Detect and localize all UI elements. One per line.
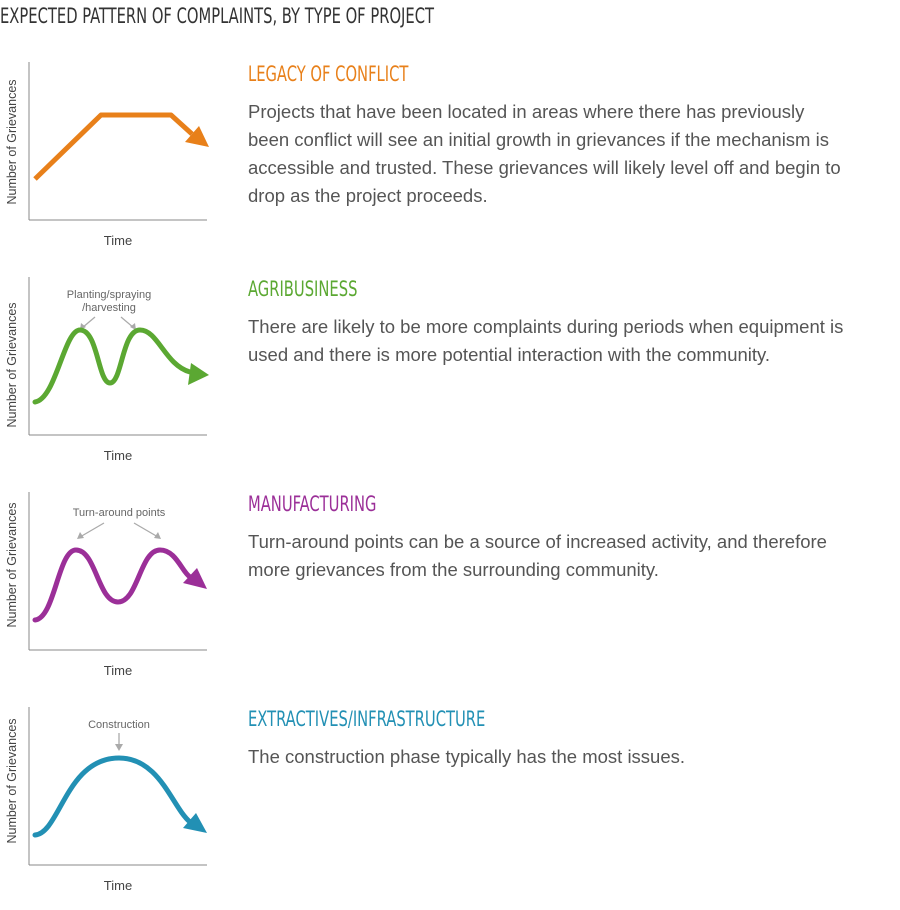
trend-arrowhead [183,813,207,833]
section-description: There are likely to be more complaints d… [248,316,844,365]
y-axis-label: Number of Grievances [5,718,19,843]
section-heading: EXTRACTIVES/INFRASTRUCTURE [248,707,486,731]
annotation-harvesting: /harvesting [82,302,136,314]
extractives-pattern-chart: Number of Grievances Time Construction [0,695,215,910]
page-title: EXPECTED PATTERN OF COMPLAINTS, BY TYPE … [0,4,434,28]
x-axis-label: Time [104,448,132,463]
section-description: Projects that have been located in areas… [248,101,841,206]
x-axis-label: Time [104,663,132,678]
annotation-turn-around-points: Turn-around points [73,507,166,519]
manufacturing-pattern-chart: Number of Grievances Time Turn-around po… [0,480,215,695]
section-heading: AGRIBUSINESS [248,277,358,301]
annotation-pointer-left [79,522,105,538]
section-extractives-infrastructure: Number of Grievances Time Construction E… [0,695,900,910]
section-agribusiness: Number of Grievances Time Planting/spray… [0,265,900,480]
section-heading: MANUFACTURING [248,492,377,516]
grievance-trend-line [32,755,193,838]
annotation-construction: Construction [88,719,150,731]
trend-arrowhead [185,126,209,147]
trend-arrowhead [183,568,207,589]
grievance-trend-line [32,327,193,405]
legacy-pattern-chart: Number of Grievances Time [0,50,215,265]
y-axis-label: Number of Grievances [5,302,19,427]
section-manufacturing: Number of Grievances Time Turn-around po… [0,480,900,695]
section-description: The construction phase typically has the… [248,746,686,767]
y-axis-label: Number of Grievances [5,79,19,204]
agribusiness-pattern-chart: Number of Grievances Time Planting/spray… [0,265,215,480]
y-axis-label: Number of Grievances [5,502,19,627]
section-heading: LEGACY OF CONFLICT [248,62,409,86]
annotation-planting-spraying: Planting/spraying [67,289,151,301]
section-description: Turn-around points can be a source of in… [248,531,827,580]
trend-arrowhead [188,363,209,385]
x-axis-label: Time [104,878,132,893]
section-legacy-of-conflict: Number of Grievances Time LEGACY OF CONF… [0,50,900,265]
x-axis-label: Time [104,233,132,248]
annotation-pointer-right [133,522,159,538]
grievance-trend-line [33,112,194,181]
grievance-trend-line [32,547,193,623]
